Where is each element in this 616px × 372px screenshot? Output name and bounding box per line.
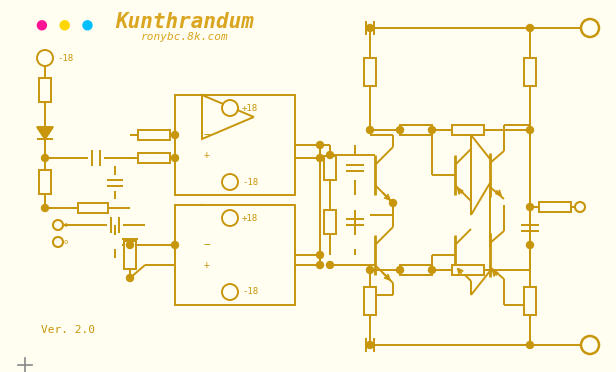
Bar — [175, 205, 295, 305]
Text: −: − — [204, 240, 211, 250]
Bar — [124, 241, 136, 269]
Circle shape — [367, 126, 373, 134]
Circle shape — [41, 154, 49, 161]
Bar — [175, 95, 295, 195]
Bar — [364, 58, 376, 86]
Circle shape — [317, 154, 323, 161]
Circle shape — [171, 154, 179, 161]
Circle shape — [53, 237, 63, 247]
Bar — [452, 265, 484, 275]
Circle shape — [527, 341, 533, 349]
Bar — [324, 156, 336, 180]
Text: -18: -18 — [242, 177, 258, 186]
Bar — [39, 170, 51, 194]
Bar — [400, 265, 432, 275]
Circle shape — [83, 21, 92, 30]
Bar — [452, 125, 484, 135]
Text: -18: -18 — [57, 54, 73, 62]
Bar — [138, 153, 170, 163]
Text: −: − — [204, 130, 211, 140]
Text: ronybc.8k.com: ronybc.8k.com — [141, 32, 229, 42]
Circle shape — [126, 275, 134, 282]
Bar — [138, 130, 170, 140]
Bar — [364, 287, 376, 315]
Text: +18: +18 — [242, 214, 258, 222]
Circle shape — [222, 210, 238, 226]
Circle shape — [222, 100, 238, 116]
Circle shape — [527, 25, 533, 32]
Circle shape — [171, 131, 179, 138]
Circle shape — [367, 266, 373, 273]
Circle shape — [37, 50, 53, 66]
Circle shape — [581, 19, 599, 37]
Circle shape — [317, 251, 323, 259]
Circle shape — [41, 205, 49, 212]
Circle shape — [60, 21, 69, 30]
Text: +: + — [204, 260, 210, 270]
Text: +: + — [204, 150, 210, 160]
Circle shape — [38, 21, 46, 30]
Circle shape — [326, 262, 333, 269]
Bar — [39, 78, 51, 102]
Text: Ver. 2.0: Ver. 2.0 — [41, 325, 95, 335]
Bar — [324, 210, 336, 234]
Circle shape — [367, 341, 373, 349]
Text: Kunthrandum: Kunthrandum — [116, 12, 254, 32]
Circle shape — [171, 241, 179, 248]
Text: o: o — [64, 222, 68, 228]
Polygon shape — [37, 127, 53, 139]
Bar — [524, 287, 536, 315]
Circle shape — [326, 151, 333, 158]
Circle shape — [397, 126, 403, 134]
Circle shape — [53, 220, 63, 230]
Circle shape — [429, 266, 436, 273]
Circle shape — [575, 202, 585, 212]
Circle shape — [397, 266, 403, 273]
Circle shape — [527, 126, 533, 134]
Circle shape — [389, 199, 397, 206]
Circle shape — [222, 174, 238, 190]
Text: o: o — [64, 239, 68, 245]
Circle shape — [222, 284, 238, 300]
Text: +18: +18 — [242, 103, 258, 112]
Bar — [400, 125, 432, 135]
Bar — [78, 203, 108, 213]
Circle shape — [581, 336, 599, 354]
Circle shape — [367, 25, 373, 32]
Text: -18: -18 — [242, 288, 258, 296]
Circle shape — [527, 203, 533, 211]
Circle shape — [317, 262, 323, 269]
Circle shape — [126, 241, 134, 248]
Bar — [539, 202, 571, 212]
Bar — [524, 58, 536, 86]
Circle shape — [317, 141, 323, 148]
Circle shape — [527, 241, 533, 248]
Circle shape — [429, 126, 436, 134]
